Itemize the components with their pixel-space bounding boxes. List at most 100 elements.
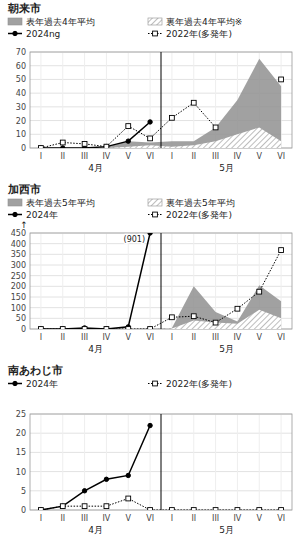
grid-line	[40, 233, 41, 329]
point	[148, 136, 153, 141]
point	[61, 146, 65, 148]
legend-label: 表年過去4年平均	[26, 17, 95, 27]
y-tick-label: 15	[16, 448, 26, 457]
annotation: (901)	[124, 235, 146, 244]
y-tick-label: 10	[16, 468, 26, 477]
point	[126, 139, 130, 143]
y-tick-label: 0	[21, 506, 26, 515]
x-tick-label: I	[171, 333, 173, 342]
month-label: 5月	[219, 344, 234, 354]
x-tick-label: I	[171, 514, 173, 523]
y-tick-label: 400	[11, 240, 26, 249]
point	[235, 508, 240, 510]
month-divider	[161, 233, 162, 329]
grid-line	[62, 414, 63, 510]
x-tick-label: VI	[277, 514, 285, 523]
legend-swatch	[148, 199, 162, 206]
legend-label: 2022年(多発年)	[166, 210, 232, 220]
point	[104, 144, 109, 148]
grid-line	[40, 414, 41, 510]
legend-marker	[13, 212, 17, 216]
point	[148, 423, 152, 427]
grid-line	[150, 52, 151, 148]
point	[39, 146, 44, 148]
panel: 南あわじ市2024年2022年(多発年)0510152025IIIIIIIVVV…	[7, 364, 292, 535]
legend-marker	[153, 31, 158, 36]
grid-line	[150, 414, 151, 510]
x-tick-label: II	[60, 333, 65, 342]
point	[104, 144, 108, 148]
y-tick-label: 100	[11, 304, 26, 313]
y-tick-label: 50	[16, 314, 26, 323]
x-tick-label: IV	[233, 514, 241, 523]
grid-line	[171, 414, 172, 510]
x-tick-label: III	[212, 514, 219, 523]
grid-line	[62, 52, 63, 148]
point	[191, 508, 196, 510]
legend-marker	[13, 381, 17, 385]
month-label: 4月	[88, 525, 103, 535]
point	[126, 496, 131, 501]
x-tick-label: II	[191, 333, 196, 342]
legend-marker	[153, 212, 158, 217]
point	[279, 508, 284, 510]
plot-frame	[30, 414, 292, 510]
y-tick-label: 70	[16, 48, 26, 57]
x-tick-label: III	[212, 333, 219, 342]
legend-label: 裏年過去5年平均	[166, 198, 235, 208]
legend-label: 2024年	[26, 379, 58, 389]
point	[148, 508, 153, 510]
grid-line	[106, 233, 107, 329]
point	[148, 327, 153, 329]
x-tick-label: III	[81, 152, 88, 161]
y-tick-label: 450	[11, 229, 26, 238]
title: 加西市	[7, 183, 41, 196]
point	[213, 320, 218, 325]
point	[235, 306, 240, 311]
y-tick-label: 25	[16, 410, 26, 419]
y-tick-label: 150	[11, 293, 26, 302]
chart-root: 朝来市表年過去4年平均裏年過去4年平均※2024ng2022年(多発年)0102…	[0, 0, 300, 544]
point	[39, 508, 43, 510]
grid-line	[128, 52, 129, 148]
point	[213, 125, 218, 130]
grid-line	[150, 233, 151, 329]
legend-marker	[13, 31, 17, 35]
point	[104, 477, 108, 481]
legend-label: 2022年(多発年)	[166, 379, 232, 389]
plot-frame	[30, 233, 292, 329]
x-tick-label: V	[126, 333, 132, 342]
point	[104, 327, 109, 329]
legend: 表年過去4年平均裏年過去4年平均※2024ng2022年(多発年)	[8, 17, 242, 39]
y-tick-label: 30	[16, 103, 26, 112]
grid-line	[106, 52, 107, 148]
line	[41, 122, 150, 148]
x-tick-label: V	[126, 152, 132, 161]
legend-label: 表年過去5年平均	[26, 198, 95, 208]
grid-line	[237, 233, 238, 329]
point	[257, 289, 262, 294]
point	[60, 327, 65, 329]
legend-label: 2024年	[26, 210, 58, 220]
y-tick-label: 60	[16, 62, 26, 71]
point	[39, 146, 43, 148]
point	[39, 327, 43, 329]
point	[279, 77, 284, 82]
axes: 050100150200250300350400450IIIIIIIVVVIII…	[11, 229, 292, 342]
grid-line	[84, 414, 85, 510]
month-label: 4月	[88, 344, 103, 354]
y-tick-label: 40	[16, 89, 26, 98]
point	[257, 508, 262, 510]
x-tick-label: I	[40, 152, 42, 161]
x-tick-label: III	[81, 333, 88, 342]
point	[126, 473, 130, 477]
point	[148, 233, 152, 235]
plot-frame	[30, 52, 292, 148]
point	[279, 248, 284, 253]
axes: 010203040506070IIIIIIIVVVIIIIIIIIVVVI	[16, 48, 292, 161]
legend: 2024年 2022年(多発年)	[8, 379, 232, 389]
point	[60, 140, 65, 145]
panel: 朝来市表年過去4年平均裏年過去4年平均※2024ng2022年(多発年)0102…	[7, 2, 292, 173]
point	[191, 100, 196, 105]
grid-line	[215, 414, 216, 510]
